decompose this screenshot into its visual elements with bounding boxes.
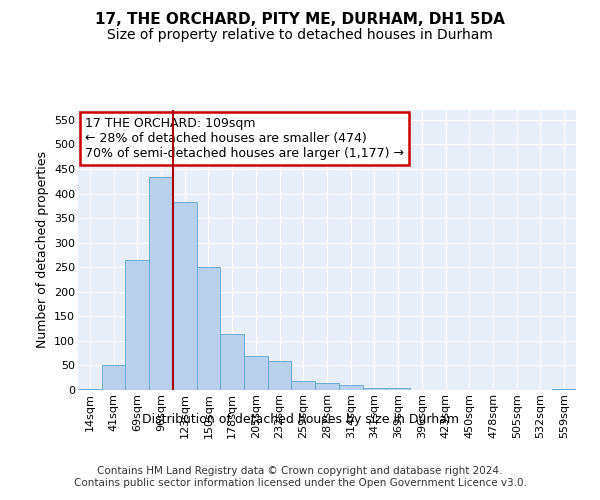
Text: Distribution of detached houses by size in Durham: Distribution of detached houses by size … [142, 412, 458, 426]
Text: 17 THE ORCHARD: 109sqm
← 28% of detached houses are smaller (474)
70% of semi-de: 17 THE ORCHARD: 109sqm ← 28% of detached… [85, 117, 404, 160]
Bar [386, 388, 410, 390]
Bar [362, 388, 386, 390]
Text: Size of property relative to detached houses in Durham: Size of property relative to detached ho… [107, 28, 493, 42]
Bar [292, 381, 315, 390]
Text: 17, THE ORCHARD, PITY ME, DURHAM, DH1 5DA: 17, THE ORCHARD, PITY ME, DURHAM, DH1 5D… [95, 12, 505, 28]
Bar [149, 178, 173, 390]
Bar [339, 385, 362, 390]
Bar [268, 360, 292, 390]
Bar [197, 267, 220, 390]
Bar [552, 389, 576, 390]
Bar [173, 202, 197, 390]
Bar [244, 356, 268, 390]
Y-axis label: Number of detached properties: Number of detached properties [35, 152, 49, 348]
Bar [78, 389, 102, 390]
Bar [102, 366, 125, 390]
Bar [315, 382, 339, 390]
Bar [220, 334, 244, 390]
Text: Contains HM Land Registry data © Crown copyright and database right 2024.
Contai: Contains HM Land Registry data © Crown c… [74, 466, 526, 487]
Bar [125, 260, 149, 390]
